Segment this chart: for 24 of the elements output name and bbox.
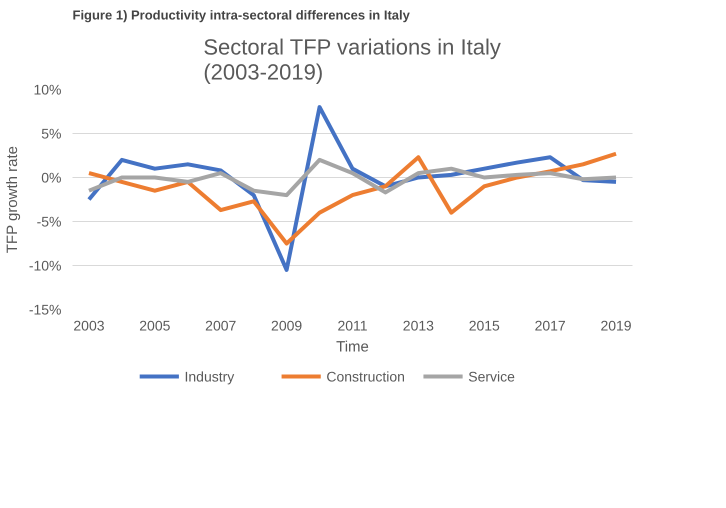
y-tick-label: -15% — [28, 302, 62, 318]
x-tick-label: 2009 — [271, 318, 302, 334]
x-tick-label: 2015 — [468, 318, 500, 334]
x-tick-label: 2007 — [205, 318, 237, 334]
x-tick-label: 2019 — [600, 318, 632, 334]
y-axis-title: TFP growth rate — [4, 146, 21, 254]
y-tick-label: -10% — [28, 258, 62, 274]
y-tick-label: -5% — [36, 214, 62, 230]
caption: Figure 1) Productivity intra-sectoral differences in Italy — [72, 8, 411, 22]
x-tick-label: 2011 — [337, 318, 368, 334]
legend-label: Construction — [326, 368, 405, 384]
chart-title: Sectoral TFP variations in Italy (2003-2019) — [203, 34, 501, 84]
line-series — [86, 158, 618, 198]
y-tick-label: 10% — [33, 82, 62, 98]
x-tick-label: 2003 — [73, 318, 105, 334]
x-tick-label: 2017 — [534, 318, 566, 334]
y-tick-label: 0% — [41, 170, 62, 186]
x-tick-label: 2005 — [139, 318, 171, 334]
x-axis-title: Time — [336, 338, 369, 356]
legend-label: Industry — [184, 368, 234, 384]
legend-label: Service — [468, 368, 516, 384]
y-tick-label: 5% — [41, 126, 62, 142]
line-series — [86, 152, 618, 246]
x-tick-label: 2013 — [402, 318, 434, 334]
